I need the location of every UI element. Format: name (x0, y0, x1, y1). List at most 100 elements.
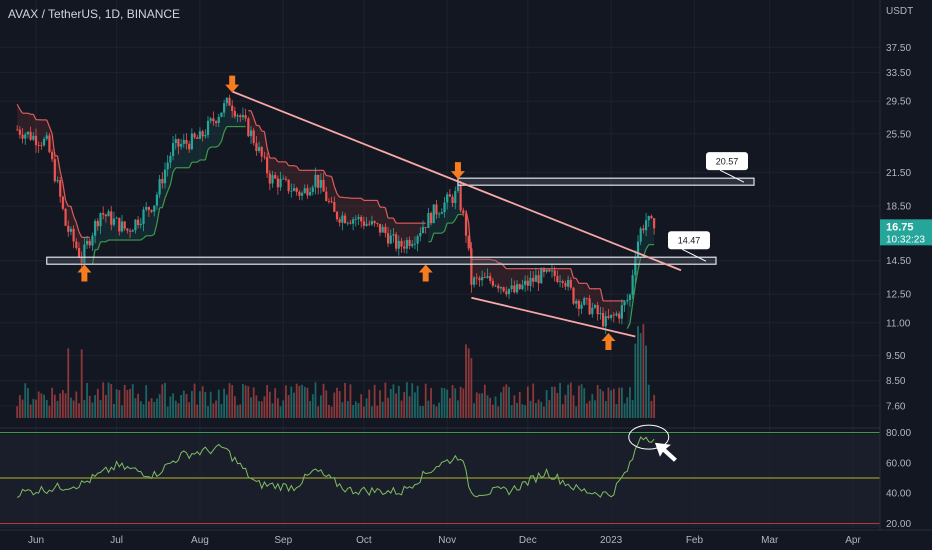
supertrend-fill (216, 119, 219, 148)
volume-bar (126, 389, 129, 418)
candle-body (142, 209, 145, 224)
candle-body (368, 223, 371, 225)
volume-bar (647, 384, 650, 418)
supertrend-fill (613, 300, 617, 316)
volume-bar (534, 403, 537, 418)
volume-bar (153, 401, 156, 418)
supertrend-line (376, 200, 381, 208)
candle-body (362, 221, 365, 226)
callout-box[interactable] (668, 231, 710, 250)
time-tick-label: Nov (438, 535, 456, 546)
volume-bar (567, 384, 570, 418)
candle-body (80, 257, 83, 263)
candle-body (126, 228, 129, 231)
supertrend-fill (146, 208, 149, 236)
candle-body (620, 305, 623, 319)
volume-bar (228, 383, 231, 418)
supertrend-fill (648, 217, 652, 245)
callout-box[interactable] (706, 152, 748, 171)
candle-body (18, 129, 21, 135)
candle-body (636, 241, 640, 257)
candle-body (166, 162, 169, 170)
price-tick-label: 33.50 (886, 68, 911, 79)
candle-body (29, 131, 32, 140)
supertrend-fill (183, 141, 187, 168)
supertrend-line (495, 259, 499, 264)
volume-bar (78, 403, 80, 418)
trendline[interactable] (231, 90, 682, 272)
candle-body (51, 152, 54, 160)
candle-body (440, 212, 443, 214)
arrow-down-icon (225, 75, 240, 93)
supertrend-fill (103, 213, 106, 242)
supertrend-fill (277, 161, 281, 184)
last-price-badge[interactable] (880, 219, 932, 246)
candle-body (529, 277, 532, 286)
volume-bar (583, 388, 586, 418)
supertrend-line (140, 237, 144, 241)
candle-body (376, 223, 379, 224)
supertrend-fill (304, 170, 308, 192)
volume-bar (301, 384, 303, 418)
candle-body (69, 228, 73, 232)
volume-bar (137, 393, 140, 418)
volume-bar (239, 404, 242, 418)
volume-bar (381, 401, 384, 418)
candle-body (317, 174, 320, 188)
candle-body (481, 277, 484, 281)
candle-body (112, 218, 116, 225)
candle-body (381, 226, 384, 233)
supertrend-line (78, 231, 83, 238)
candle-body (249, 130, 253, 137)
supertrend-fill (406, 223, 410, 245)
supertrend-line (392, 217, 397, 224)
supertrend-fill (398, 223, 402, 245)
supertrend-fill (638, 234, 641, 271)
level-box-20.57[interactable] (457, 177, 755, 186)
supertrend-line (62, 183, 67, 201)
candle-body (153, 205, 156, 212)
volume-bar (354, 401, 357, 418)
candle-body (239, 115, 242, 118)
candle-body (343, 215, 347, 224)
volume-bar (182, 390, 185, 418)
time-tick-label: Aug (191, 535, 209, 546)
candle-body (472, 277, 476, 285)
supertrend-fill (70, 206, 74, 236)
candle-body (99, 213, 102, 227)
candle-body (483, 277, 486, 278)
candle-body (378, 223, 382, 233)
volume-bar (376, 405, 379, 418)
volume-bar (650, 400, 653, 418)
volume-bar (553, 386, 556, 418)
supertrend-line (441, 230, 445, 234)
supertrend-line (97, 241, 102, 250)
volume-bar (510, 405, 513, 418)
trendline[interactable] (471, 296, 636, 338)
time-tick-label: Apr (845, 535, 861, 546)
supertrend-fill (608, 300, 612, 318)
supertrend-fill (307, 170, 311, 194)
volume-bar (432, 404, 435, 418)
volume-bar (467, 348, 470, 418)
candle-body (298, 191, 301, 196)
volume-bar (491, 404, 494, 418)
level-box-14.47[interactable] (46, 256, 717, 265)
supertrend-line (73, 215, 77, 223)
volume-bar (212, 403, 215, 418)
volume-bar (365, 398, 368, 418)
volume-bar (196, 404, 199, 418)
candle-body (67, 225, 70, 232)
candle-body (392, 234, 395, 236)
candle-body (349, 222, 352, 224)
supertrend-fill (584, 283, 587, 302)
volume-bar (72, 400, 75, 418)
supertrend-fill (323, 170, 327, 197)
candle-body (507, 289, 511, 295)
volume-bar (575, 406, 578, 418)
supertrend-fill (350, 198, 354, 224)
candle-body (190, 133, 193, 150)
rsi-tick-label: 40.00 (886, 489, 911, 500)
volume-bar (395, 393, 398, 418)
